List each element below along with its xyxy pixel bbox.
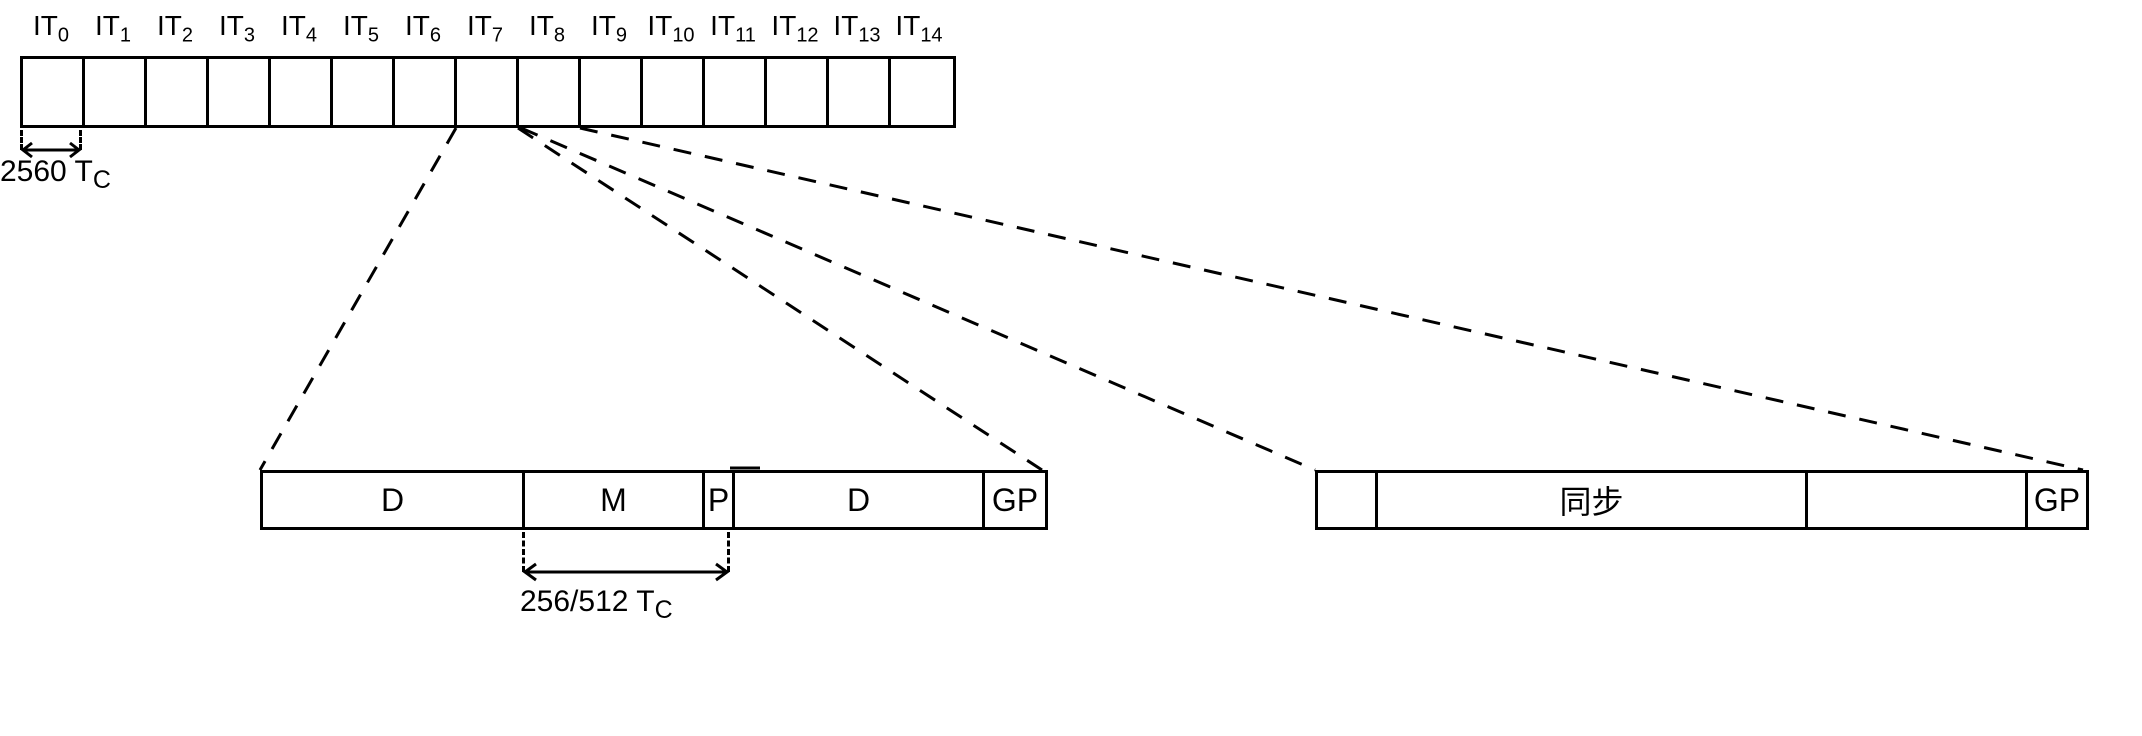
detail-cell: GP: [985, 473, 1045, 527]
frame-slot: [457, 59, 519, 125]
slot-label: IT11: [702, 10, 764, 48]
slot-label: IT8: [516, 10, 578, 48]
slot-label: IT9: [578, 10, 640, 48]
frame-slot: [271, 59, 333, 125]
slot-label: IT7: [454, 10, 516, 48]
frame-slot: [829, 59, 891, 125]
frame-slot: [891, 59, 953, 125]
detail-cell: GP: [2028, 473, 2086, 527]
slot-label: IT2: [144, 10, 206, 48]
slot-label: IT14: [888, 10, 950, 48]
frame-slot: [209, 59, 271, 125]
slot-label: IT3: [206, 10, 268, 48]
slot-label: IT12: [764, 10, 826, 48]
frame-slot: [395, 59, 457, 125]
slot-label: IT0: [20, 10, 82, 48]
slot-label: IT13: [826, 10, 888, 48]
slot-detail-left: DMPDGP: [260, 470, 1048, 530]
slot-width-text: 2560 TC: [0, 155, 111, 195]
frame-slot: [23, 59, 85, 125]
frame-slot: [519, 59, 581, 125]
frame-slot: [705, 59, 767, 125]
frame-slot-labels: IT0IT1IT2IT3IT4IT5IT6IT7IT8IT9IT10IT11IT…: [20, 10, 950, 48]
frame-slot: [581, 59, 643, 125]
detail-cell: M: [525, 473, 705, 527]
frame-row: [20, 56, 956, 128]
frame-slot: [643, 59, 705, 125]
slot-label: IT6: [392, 10, 454, 48]
slot-label: IT4: [268, 10, 330, 48]
detail-cell: P: [705, 473, 735, 527]
detail-cell: D: [263, 473, 525, 527]
slot-label: IT10: [640, 10, 702, 48]
detail-cell: [1318, 473, 1378, 527]
slot-label: IT1: [82, 10, 144, 48]
detail-cell: 同步: [1378, 473, 1808, 527]
frame-slot: [85, 59, 147, 125]
frame-slot: [333, 59, 395, 125]
frame-slot: [767, 59, 829, 125]
p-overline: [730, 460, 770, 480]
slot-detail-right: 同步 GP: [1315, 470, 2089, 530]
frame-slot: [147, 59, 209, 125]
m-width-text: 256/512 TC: [520, 585, 673, 625]
detail-cell: D: [735, 473, 985, 527]
slot-label: IT5: [330, 10, 392, 48]
detail-cell: [1808, 473, 2028, 527]
